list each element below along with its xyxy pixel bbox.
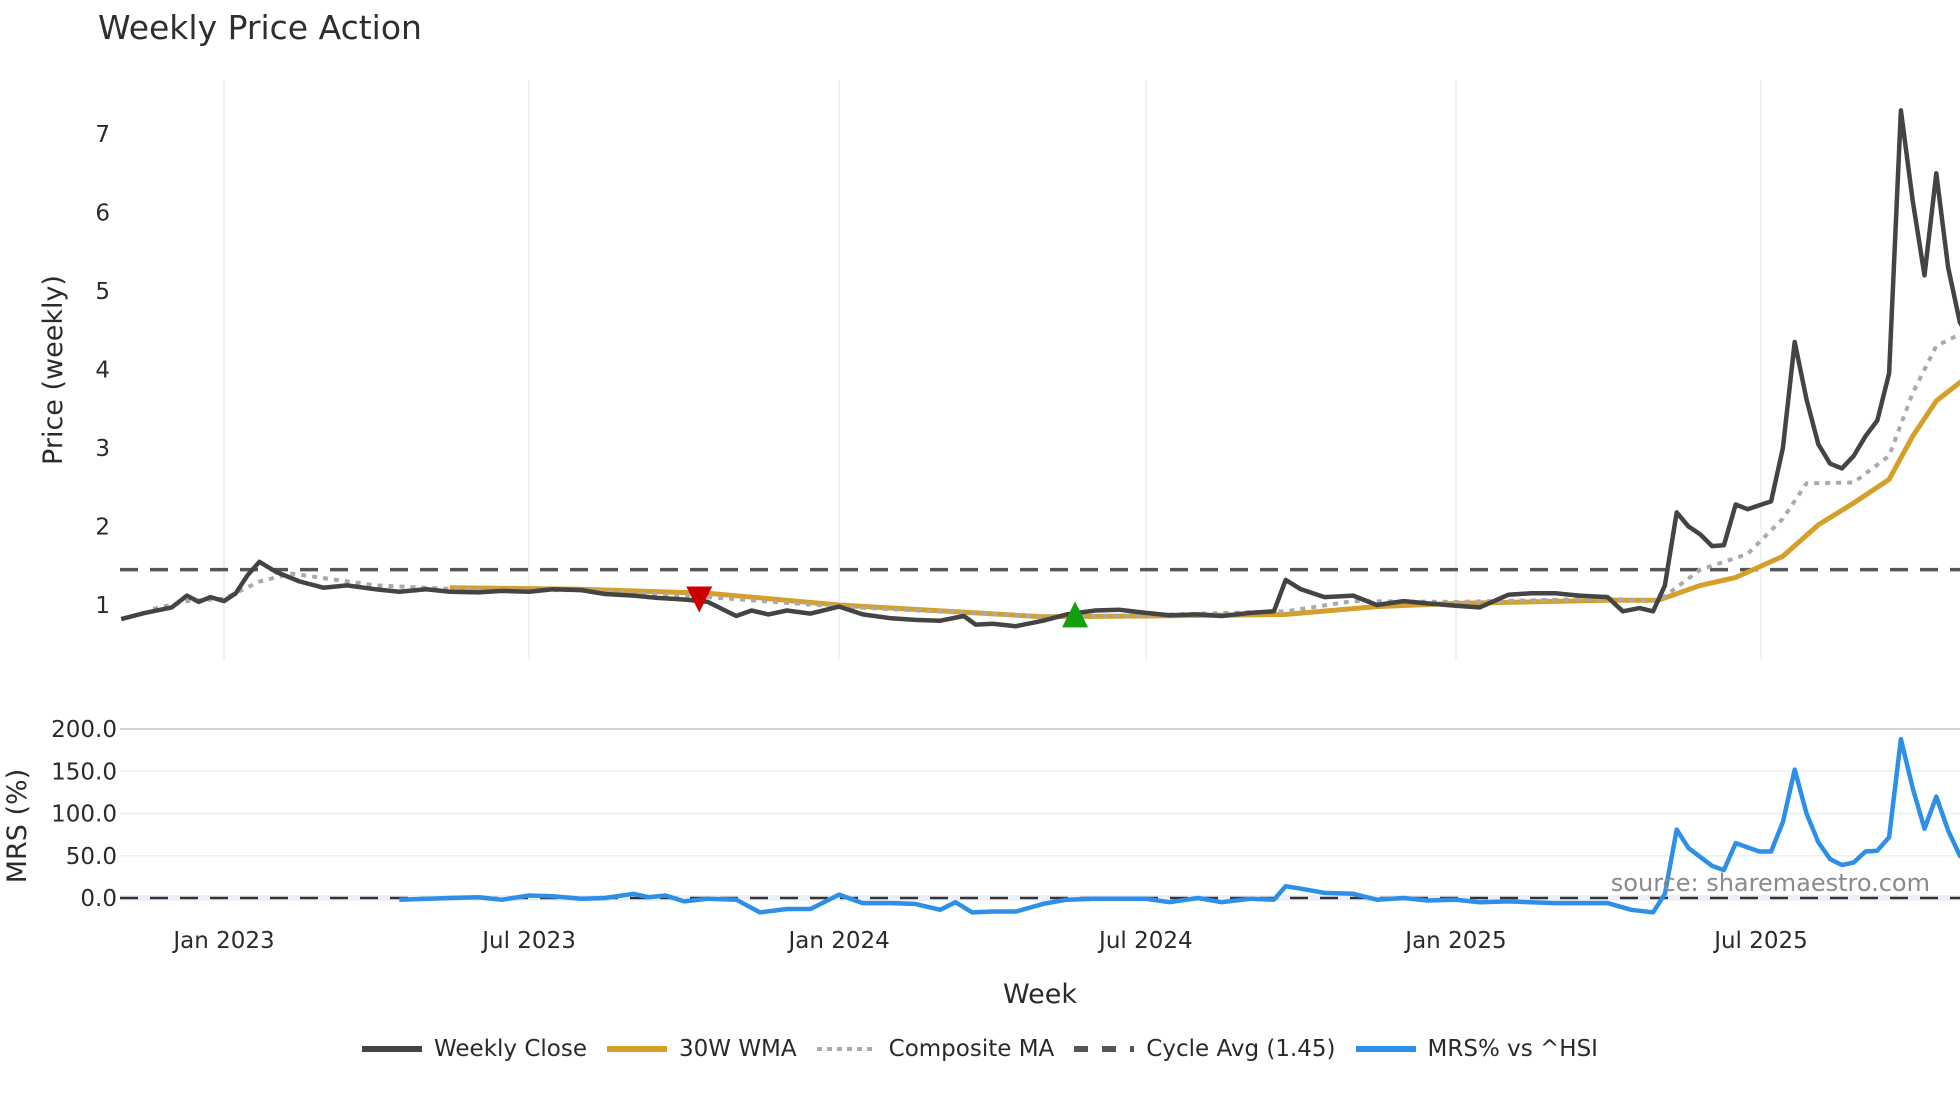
legend-label: Cycle Avg (1.45): [1146, 1036, 1336, 1062]
mrs-y-tick: 150.0: [51, 759, 117, 785]
mrs-y-tick: 200.0: [51, 717, 117, 743]
composite-ma-line: [152, 332, 1960, 619]
weekly-close-line: [120, 108, 1960, 629]
legend-label: 30W WMA: [679, 1036, 797, 1062]
mrs-y-tick: 50.0: [66, 844, 117, 870]
mrs-y-tick: 0.0: [80, 886, 117, 912]
buy-signal-icon: [1062, 601, 1089, 628]
x-tick: Jan 2024: [786, 928, 889, 954]
legend-item[interactable]: Cycle Avg (1.45): [1074, 1036, 1336, 1062]
legend-item[interactable]: Weekly Close: [362, 1036, 587, 1062]
price-grid: [223, 80, 1762, 660]
legend-label: Composite MA: [888, 1036, 1055, 1062]
x-tick: Jul 2023: [480, 928, 576, 954]
legend: Weekly Close 30W WMA Composite MA Cycle Avg…: [0, 1036, 1960, 1062]
legend-swatch-icon: [1355, 1046, 1416, 1052]
legend-item[interactable]: Composite MA: [816, 1036, 1055, 1062]
price-y-tick: 4: [95, 358, 110, 384]
price-y-tick: 2: [95, 515, 110, 541]
legend-swatch-icon: [607, 1046, 667, 1052]
price-y-tick: 5: [95, 279, 110, 305]
legend-item[interactable]: 30W WMA: [607, 1036, 797, 1062]
mrs-y-axis: 200.0 150.0 100.0 50.0 0.0: [51, 717, 117, 912]
signal-markers: [686, 586, 1089, 628]
mrs-line: [399, 736, 1960, 915]
price-y-tick: 3: [95, 436, 110, 462]
mrs-y-tick: 100.0: [51, 802, 117, 828]
sell-signal-icon: [686, 586, 713, 613]
legend-swatch-icon: [816, 1047, 877, 1051]
x-axis: Jan 2023 Jul 2023 Jan 2024 Jul 2024 Jan 2025…: [171, 928, 1807, 954]
series-layer: [120, 108, 1960, 915]
price-y-axis: 1 2 3 4 5 6 7: [95, 122, 110, 619]
price-y-tick: 1: [95, 593, 110, 619]
legend-item[interactable]: MRS% vs ^HSI: [1355, 1036, 1598, 1062]
wma-30w-line: [449, 379, 1960, 620]
x-tick: Jul 2025: [1712, 928, 1808, 954]
mrs-y-axis-title: MRS (%): [2, 769, 33, 884]
x-tick: Jul 2024: [1097, 928, 1193, 954]
legend-swatch-icon: [362, 1046, 423, 1052]
legend-label: MRS% vs ^HSI: [1427, 1036, 1598, 1062]
price-y-axis-title: Price (weekly): [38, 275, 69, 465]
x-axis-title: Week: [1003, 979, 1077, 1010]
legend-label: Weekly Close: [434, 1036, 587, 1062]
x-tick: Jan 2025: [1403, 928, 1506, 954]
x-tick: Jan 2023: [171, 928, 274, 954]
chart-title: Weekly Price Action: [98, 8, 422, 47]
price-y-tick: 7: [95, 122, 110, 148]
legend-swatch-icon: [1074, 1046, 1135, 1052]
source-watermark: source: sharemaestro.com: [1611, 869, 1930, 897]
price-y-tick: 6: [95, 201, 110, 227]
